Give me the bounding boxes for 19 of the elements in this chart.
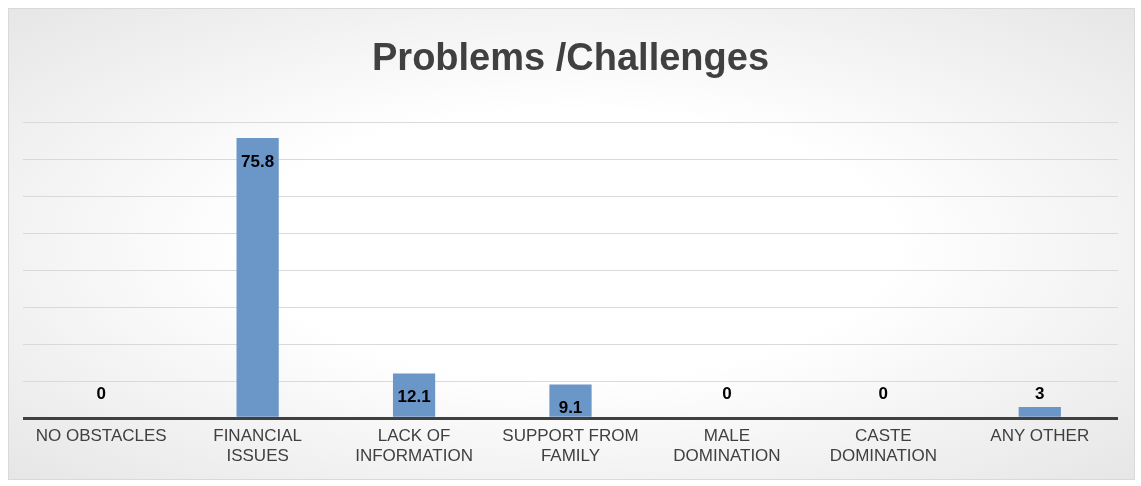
data-label: 3 <box>1035 383 1045 403</box>
x-tick-label: MALE DOMINATION <box>673 426 781 466</box>
x-tick-label: CASTE DOMINATION <box>829 426 938 466</box>
x-tick-label: NO OBSTACLES <box>35 426 167 446</box>
bar <box>1018 407 1061 417</box>
chart-title: Problems /Challenges <box>371 36 770 79</box>
data-label: 0 <box>722 383 732 403</box>
data-label: 0 <box>96 383 106 403</box>
bar <box>236 138 279 417</box>
x-tick-label: SUPPORT FROM FAMILY <box>502 426 639 466</box>
data-label: 75.8 <box>241 151 275 171</box>
x-tick-label: LACK OF INFORMATION <box>355 426 473 466</box>
data-label: 9.1 <box>558 398 583 418</box>
data-label: 0 <box>878 383 889 403</box>
x-tick-label: FINANCIAL ISSUES <box>213 426 303 466</box>
bar <box>549 384 592 417</box>
data-label: 12.1 <box>397 387 431 407</box>
x-tick-label: ANY OTHER <box>990 426 1090 446</box>
bar <box>392 373 436 417</box>
